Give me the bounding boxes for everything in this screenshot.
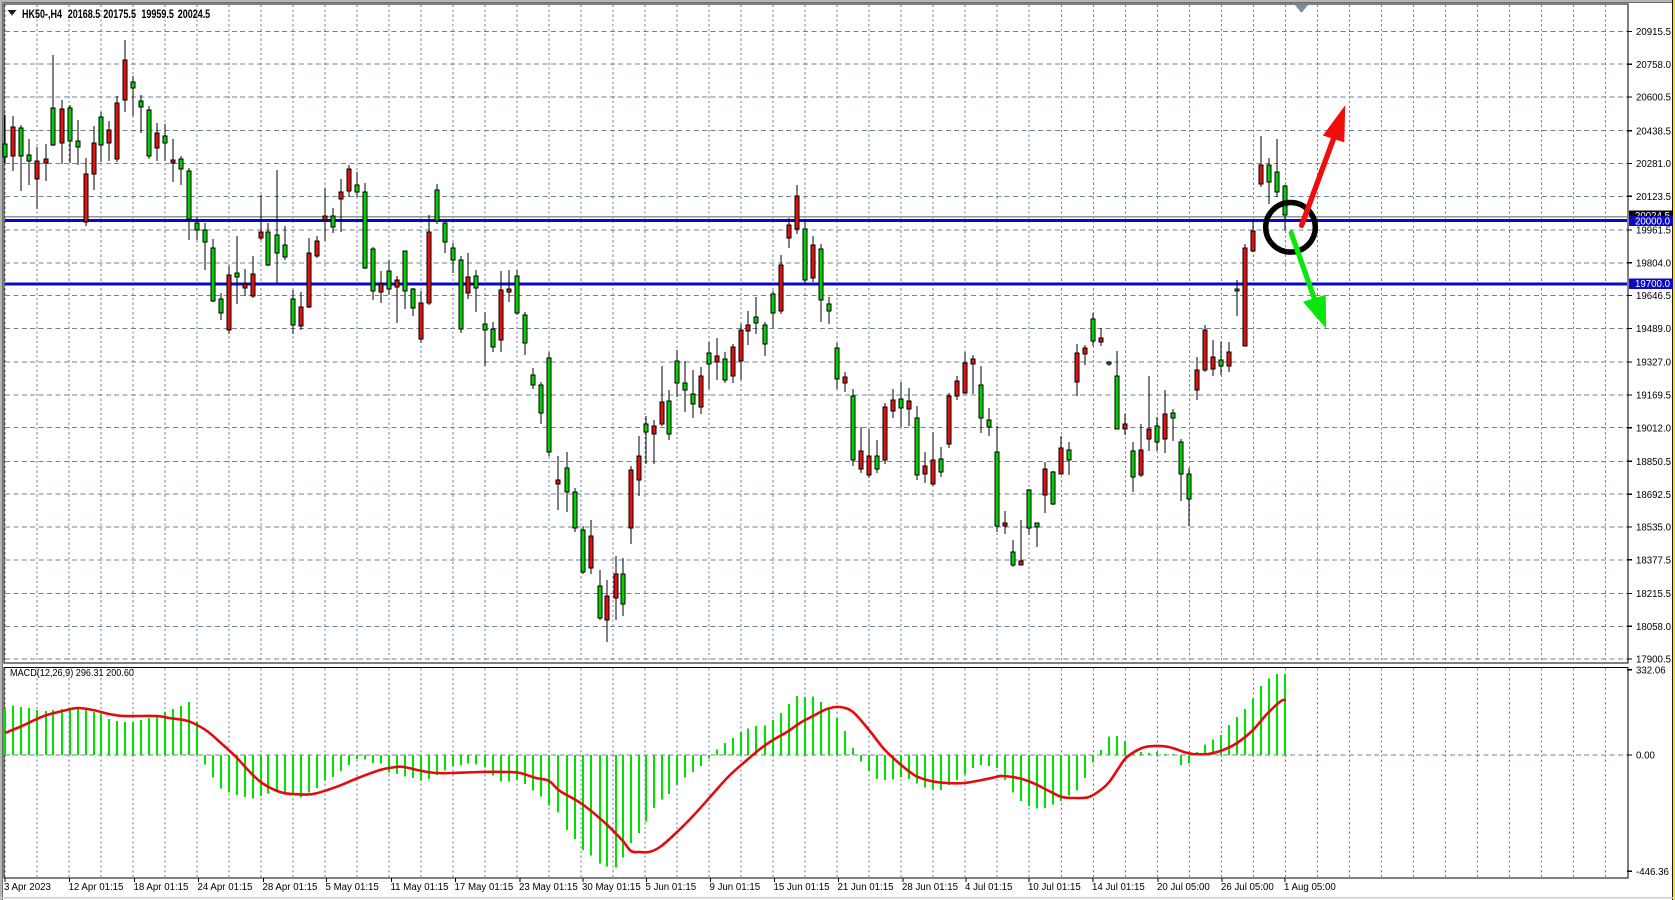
svg-text:0.00: 0.00: [1636, 751, 1655, 762]
svg-text:19489.0: 19489.0: [1636, 324, 1672, 335]
svg-text:15 Jun 01:15: 15 Jun 01:15: [774, 882, 830, 893]
svg-text:3 Apr 2023: 3 Apr 2023: [4, 882, 51, 893]
svg-text:18535.0: 18535.0: [1636, 523, 1672, 534]
svg-text:MACD(12,26,9) 296.31 200.60: MACD(12,26,9) 296.31 200.60: [10, 668, 135, 679]
svg-text:5 Jun 01:15: 5 Jun 01:15: [646, 882, 697, 893]
svg-text:18058.0: 18058.0: [1636, 622, 1672, 633]
svg-text:18 Apr 01:15: 18 Apr 01:15: [134, 882, 189, 893]
svg-text:18377.5: 18377.5: [1636, 555, 1671, 566]
svg-text:12 Apr 01:15: 12 Apr 01:15: [69, 882, 124, 893]
svg-text:1 Aug 05:00: 1 Aug 05:00: [1284, 882, 1336, 893]
svg-text:19169.5: 19169.5: [1636, 391, 1671, 402]
svg-text:24 Apr 01:15: 24 Apr 01:15: [198, 882, 253, 893]
svg-text:20438.5: 20438.5: [1636, 126, 1671, 137]
svg-text:20600.5: 20600.5: [1636, 93, 1671, 104]
svg-text:20 Jul 05:00: 20 Jul 05:00: [1157, 882, 1210, 893]
svg-text:19804.0: 19804.0: [1636, 258, 1672, 269]
svg-text:14 Jul 01:15: 14 Jul 01:15: [1092, 882, 1145, 893]
svg-text:20168.5: 20168.5: [68, 7, 101, 21]
svg-text:30 May 01:15: 30 May 01:15: [582, 882, 641, 893]
svg-text:9 Jun 01:15: 9 Jun 01:15: [710, 882, 761, 893]
svg-text:19327.0: 19327.0: [1636, 358, 1672, 369]
svg-text:20175.5: 20175.5: [103, 7, 136, 21]
svg-text:20758.0: 20758.0: [1636, 60, 1672, 71]
svg-text:4 Jul 01:15: 4 Jul 01:15: [965, 882, 1012, 893]
svg-text:18692.5: 18692.5: [1636, 490, 1671, 501]
svg-text:19012.0: 19012.0: [1636, 423, 1672, 434]
svg-text:20000.0: 20000.0: [1635, 216, 1671, 227]
svg-text:21 Jun 01:15: 21 Jun 01:15: [838, 882, 894, 893]
svg-text:19961.5: 19961.5: [1636, 226, 1671, 237]
svg-text:5 May 01:15: 5 May 01:15: [326, 882, 379, 893]
svg-text:17900.5: 17900.5: [1636, 655, 1671, 666]
svg-text:20915.5: 20915.5: [1636, 27, 1671, 38]
svg-text:18215.5: 18215.5: [1636, 589, 1671, 600]
svg-text:HK50-,H4: HK50-,H4: [22, 7, 62, 21]
svg-text:26 Jul 05:00: 26 Jul 05:00: [1221, 882, 1274, 893]
svg-text:10 Jul 01:15: 10 Jul 01:15: [1028, 882, 1081, 893]
svg-text:17 May 01:15: 17 May 01:15: [455, 882, 514, 893]
svg-text:-446.36: -446.36: [1636, 867, 1669, 878]
svg-text:11 May 01:15: 11 May 01:15: [391, 882, 449, 893]
svg-text:28 Jun 01:15: 28 Jun 01:15: [902, 882, 958, 893]
svg-text:19700.0: 19700.0: [1635, 279, 1671, 290]
svg-text:20123.5: 20123.5: [1636, 192, 1671, 203]
svg-text:19646.5: 19646.5: [1636, 291, 1671, 302]
svg-text:28 Apr 01:15: 28 Apr 01:15: [263, 882, 318, 893]
svg-text:332.06: 332.06: [1636, 665, 1666, 676]
svg-text:20024.5: 20024.5: [178, 7, 211, 21]
svg-text:23 May 01:15: 23 May 01:15: [519, 882, 578, 893]
svg-text:18850.5: 18850.5: [1636, 457, 1671, 468]
svg-text:19959.5: 19959.5: [141, 7, 174, 21]
svg-text:20281.0: 20281.0: [1636, 159, 1672, 170]
